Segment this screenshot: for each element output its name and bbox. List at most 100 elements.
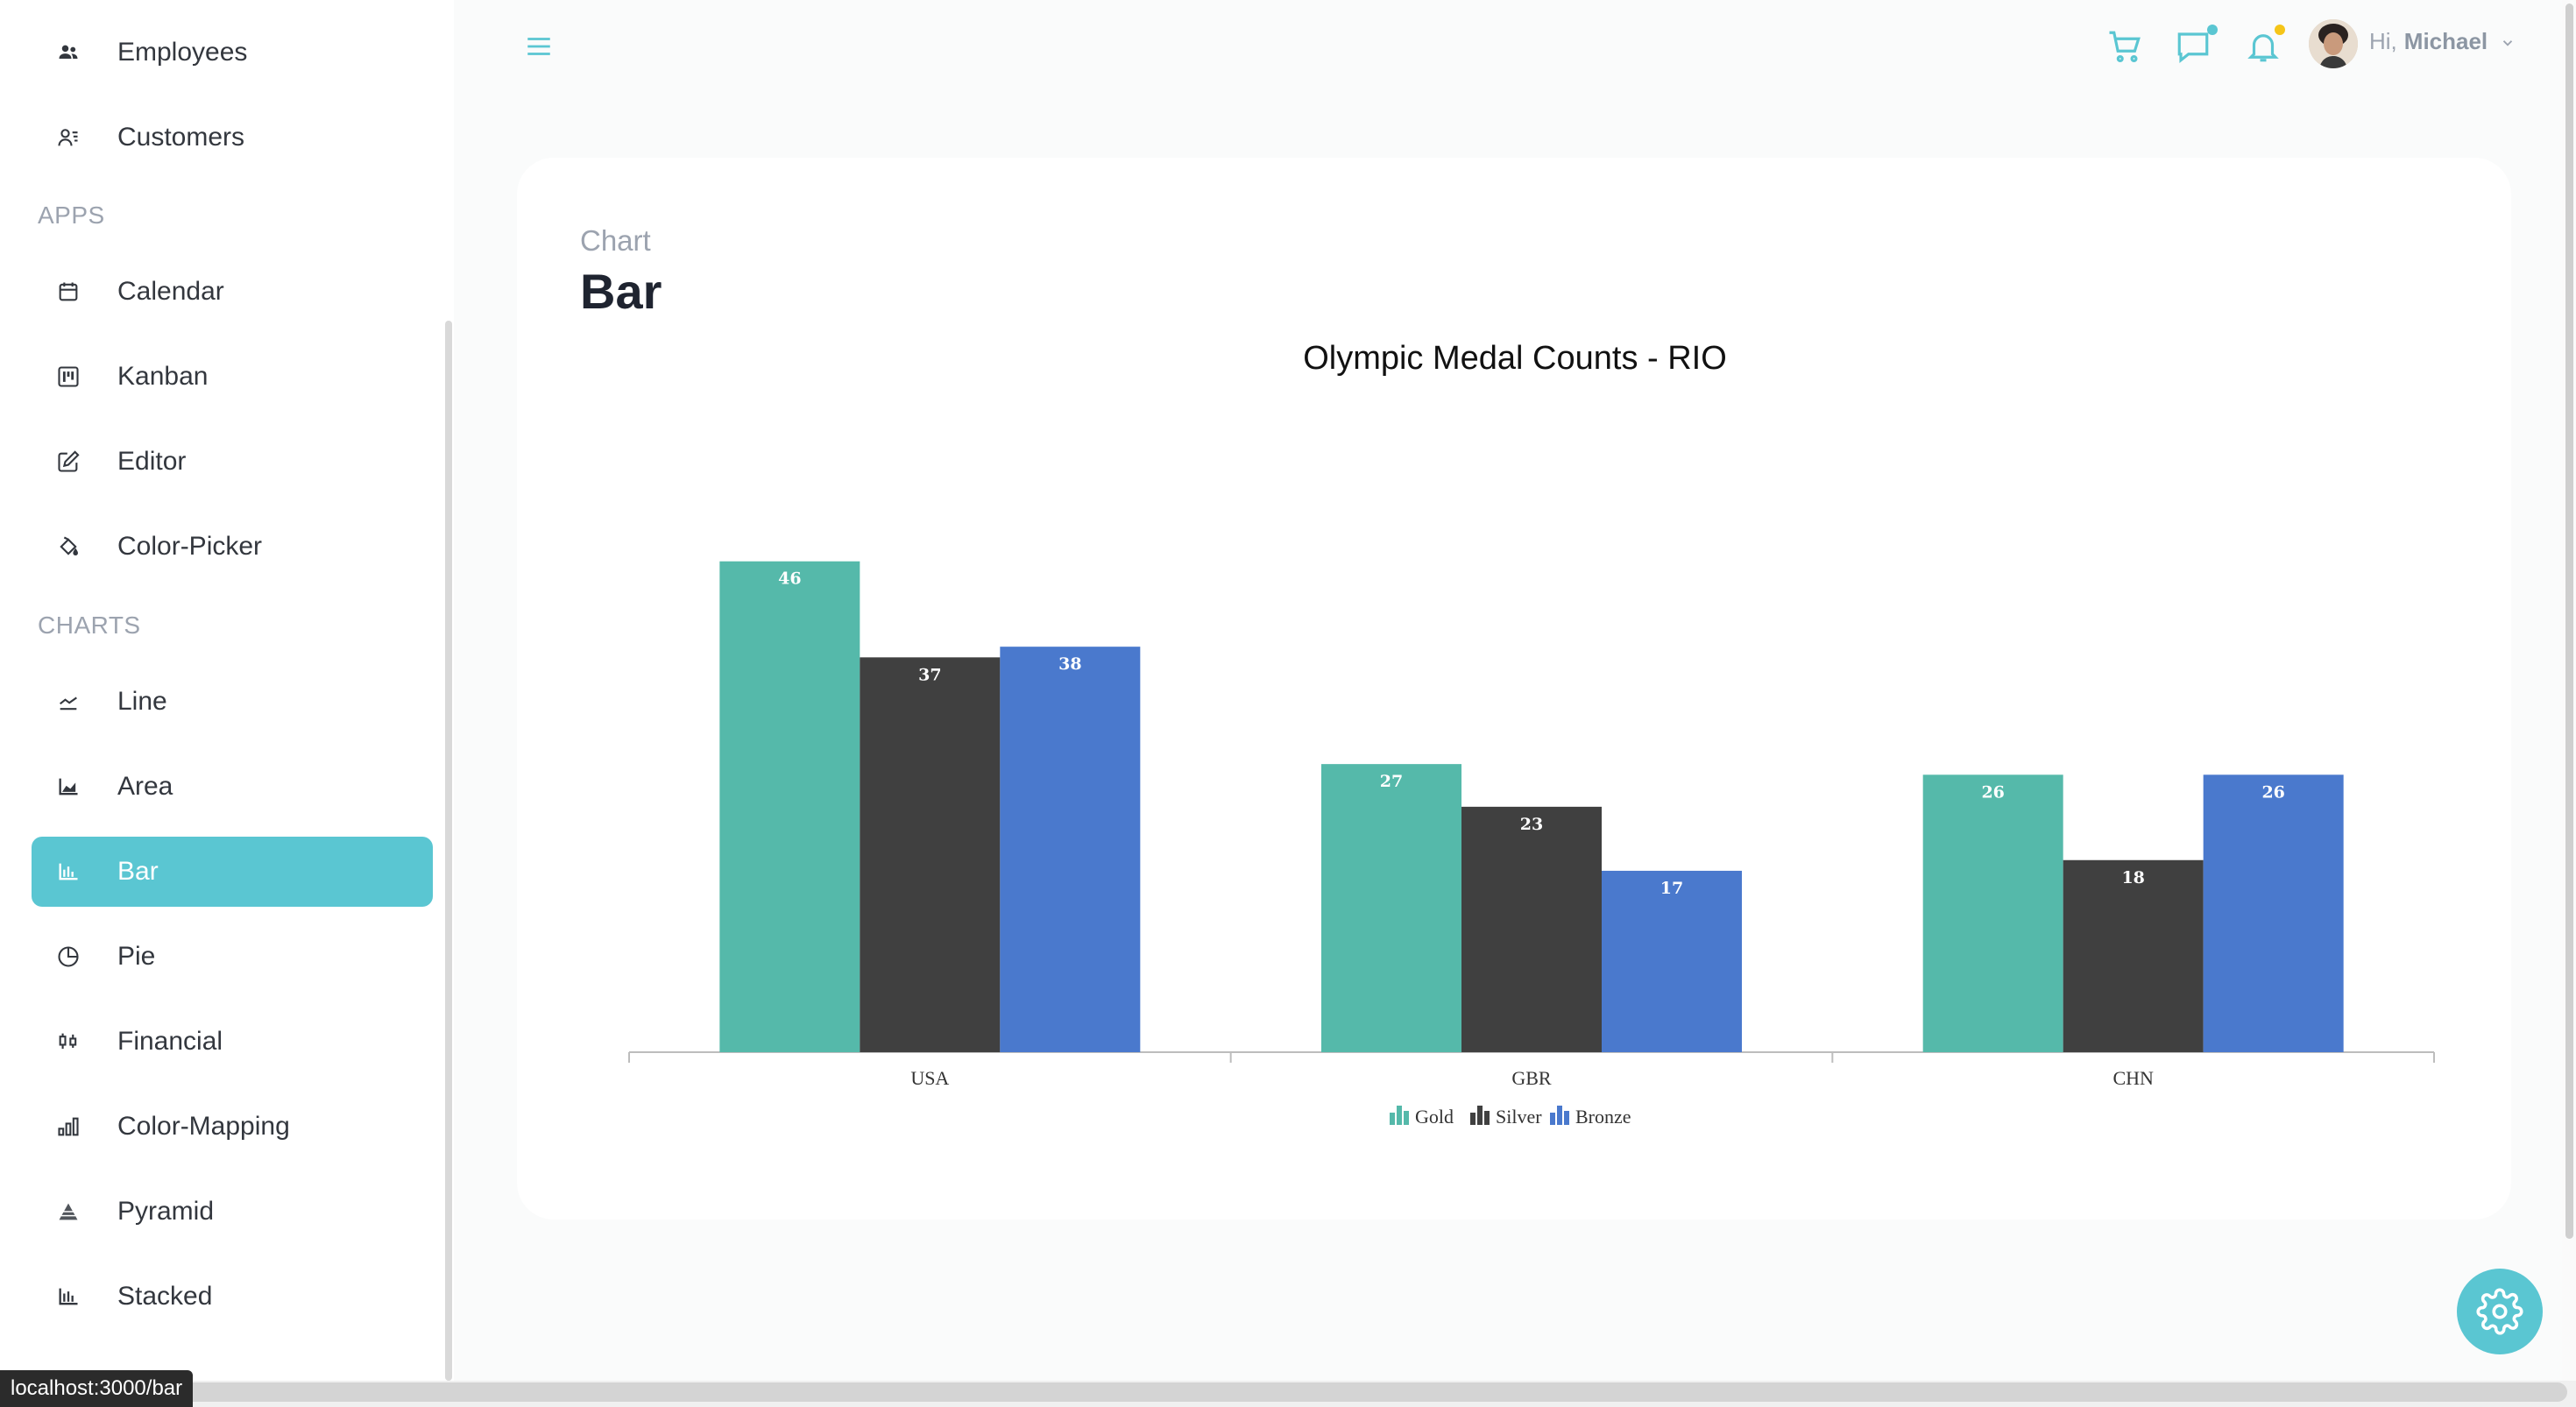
- sidebar-item-label: Line: [117, 687, 167, 716]
- legend-label: Bronze: [1575, 1106, 1631, 1128]
- page-scrollbar-thumb[interactable]: [2565, 4, 2573, 1239]
- color-mapping-icon: [56, 1114, 81, 1139]
- legend-swatch-bar: [1557, 1106, 1562, 1125]
- bar-bronze-usa: [1000, 647, 1141, 1052]
- settings-button[interactable]: [2457, 1269, 2543, 1354]
- legend-label: Gold: [1415, 1106, 1454, 1128]
- chat-notification-dot: [2207, 25, 2218, 35]
- bar-chart-icon: [56, 859, 81, 884]
- user-name: Michael: [2403, 28, 2488, 54]
- sidebar-item-label: Color-Picker: [117, 532, 263, 561]
- legend-swatch-bar: [1477, 1106, 1483, 1125]
- sidebar-item-label: Pyramid: [117, 1197, 215, 1226]
- bar-silver-gbr: [1461, 806, 1602, 1052]
- greeting-text: Hi,: [2369, 28, 2397, 54]
- legend-swatch-bar: [1484, 1111, 1490, 1125]
- data-label: 17: [1660, 879, 1683, 898]
- pyramid-icon: [56, 1199, 81, 1224]
- sidebar-item-label: Editor: [117, 447, 187, 476]
- data-label: 26: [1981, 782, 2004, 802]
- calendar-icon: [56, 279, 81, 304]
- sidebar-scrollbar-thumb[interactable]: [445, 321, 452, 1381]
- sidebar-item-editor[interactable]: Editor: [32, 427, 433, 497]
- avatar[interactable]: [2309, 19, 2358, 68]
- sidebar-item-calendar[interactable]: Calendar: [32, 257, 433, 327]
- chat-icon[interactable]: [2175, 28, 2212, 65]
- legend-swatch-bar: [1550, 1113, 1555, 1125]
- employees-icon: [56, 40, 81, 65]
- page-title: Bar: [580, 264, 662, 319]
- customers-icon: [56, 125, 81, 150]
- pie-chart-icon: [56, 944, 81, 969]
- financial-icon: [56, 1029, 81, 1054]
- legend-swatch-bar: [1564, 1111, 1569, 1125]
- sidebar: Employees Customers APPS Calendar Kanban…: [0, 0, 454, 1407]
- sidebar-item-label: Financial: [117, 1027, 223, 1056]
- bell-icon[interactable]: [2245, 28, 2282, 65]
- legend-label: Silver: [1496, 1106, 1542, 1128]
- sidebar-item-pyramid[interactable]: Pyramid: [32, 1177, 433, 1247]
- sidebar-item-label: Area: [117, 772, 173, 801]
- data-label: 18: [2121, 868, 2144, 887]
- legend-swatch-bar: [1470, 1113, 1476, 1125]
- gear-icon: [2476, 1288, 2523, 1335]
- legend-swatch-bar: [1390, 1113, 1395, 1125]
- status-bar-url: localhost:3000/bar: [0, 1370, 194, 1407]
- sidebar-item-customers[interactable]: Customers: [32, 103, 433, 173]
- sidebar-item-label: Calendar: [117, 277, 224, 306]
- chevron-down-icon[interactable]: [2500, 35, 2516, 51]
- page-subtitle: Chart: [580, 224, 651, 257]
- user-greeting[interactable]: Hi, Michael: [2369, 28, 2488, 55]
- data-label: 27: [1380, 772, 1403, 791]
- data-label: 37: [918, 665, 941, 684]
- bell-notification-dot: [2275, 25, 2285, 35]
- legend-swatch-bar: [1397, 1106, 1402, 1125]
- bar-silver-usa: [860, 657, 1001, 1052]
- sidebar-item-label: Color-Mapping: [117, 1112, 290, 1141]
- kanban-icon: [56, 364, 81, 389]
- editor-icon: [56, 449, 81, 474]
- data-label: 26: [2261, 782, 2284, 802]
- bar-gold-gbr: [1321, 764, 1461, 1052]
- x-axis-label: CHN: [2112, 1067, 2154, 1089]
- sidebar-item-label: Customers: [117, 123, 245, 152]
- sidebar-item-label: Bar: [117, 857, 159, 886]
- legend-swatch-bar: [1404, 1111, 1409, 1125]
- sidebar-item-financial[interactable]: Financial: [32, 1007, 433, 1077]
- x-axis-label: USA: [910, 1067, 949, 1089]
- sidebar-item-color-mapping[interactable]: Color-Mapping: [32, 1092, 433, 1162]
- bar-bronze-gbr: [1602, 870, 1742, 1052]
- chart-title: Olympic Medal Counts - RIO: [1303, 340, 1727, 377]
- sidebar-item-label: Pie: [117, 942, 156, 971]
- data-label: 46: [778, 569, 801, 589]
- sidebar-item-employees[interactable]: Employees: [32, 18, 433, 88]
- sidebar-item-stacked[interactable]: Stacked: [32, 1262, 433, 1332]
- line-chart-icon: [56, 689, 81, 714]
- main-area: Hi, Michael Chart Bar Olympic Medal Count…: [454, 0, 2576, 1407]
- sidebar-item-label: Stacked: [117, 1282, 213, 1311]
- bar-silver-chn: [2063, 859, 2204, 1052]
- bar-gold-usa: [719, 561, 860, 1052]
- area-chart-icon: [56, 774, 81, 799]
- data-label: 23: [1520, 815, 1543, 834]
- cart-icon[interactable]: [2106, 28, 2143, 65]
- stacked-icon: [56, 1284, 81, 1309]
- sidebar-item-line[interactable]: Line: [32, 667, 433, 737]
- x-axis-label: GBR: [1511, 1067, 1552, 1089]
- bar-gold-chn: [1922, 774, 2063, 1052]
- data-label: 38: [1058, 654, 1081, 674]
- section-title-apps: APPS: [38, 202, 105, 229]
- sidebar-item-label: Employees: [117, 38, 248, 67]
- sidebar-item-bar[interactable]: Bar: [32, 837, 433, 907]
- sidebar-item-kanban[interactable]: Kanban: [32, 342, 433, 412]
- section-title-charts: CHARTS: [38, 612, 141, 639]
- menu-icon[interactable]: [524, 32, 554, 61]
- bar-bronze-chn: [2203, 774, 2344, 1052]
- sidebar-item-label: Kanban: [117, 362, 209, 391]
- color-picker-icon: [56, 534, 81, 559]
- sidebar-item-area[interactable]: Area: [32, 752, 433, 822]
- sidebar-item-pie[interactable]: Pie: [32, 922, 433, 992]
- horizontal-scrollbar-thumb[interactable]: [4, 1382, 2567, 1402]
- sidebar-item-color-picker[interactable]: Color-Picker: [32, 512, 433, 582]
- bar-chart: 46 37 38 USA 27 23 17 GBR 26 18 26 CHN Gold Silver Bro…: [628, 561, 2435, 1128]
